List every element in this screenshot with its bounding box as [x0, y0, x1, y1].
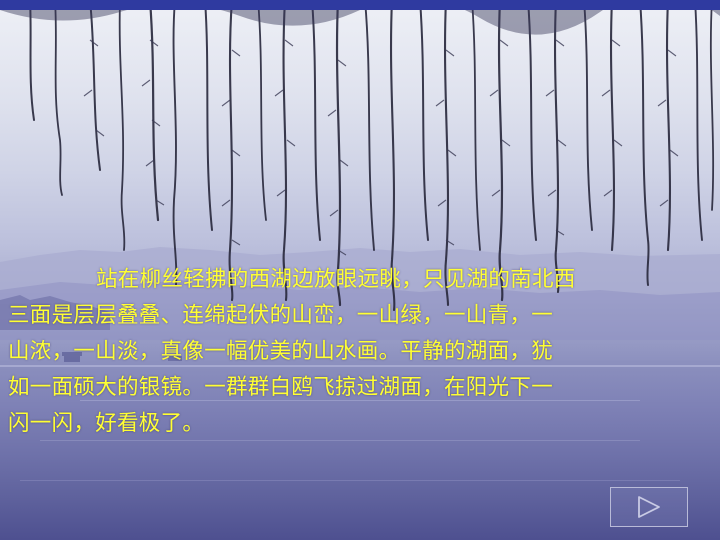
- paragraph-line-4: 如一面硕大的银镜。一群群白鸥飞掠过湖面，在阳光下一: [8, 375, 554, 400]
- paragraph: 站在柳丝轻拂的西湖边放眼远眺，只见湖的南北西 三面是层层叠叠、连绵起伏的山峦，一…: [8, 262, 720, 442]
- paragraph-line-1: 站在柳丝轻拂的西湖边放眼远眺，只见湖的南北西: [96, 267, 576, 292]
- top-color-band: [0, 0, 720, 10]
- paragraph-line-3: 山浓，一山淡，真像一幅优美的山水画。平静的湖面，犹: [8, 339, 554, 364]
- paragraph-line-5: 闪一闪，好看极了。: [8, 411, 205, 436]
- next-slide-button[interactable]: [610, 487, 688, 527]
- play-triangle-icon: [638, 496, 660, 518]
- paragraph-line-2: 三面是层层叠叠、连绵起伏的山峦，一山绿，一山青，一: [8, 303, 554, 328]
